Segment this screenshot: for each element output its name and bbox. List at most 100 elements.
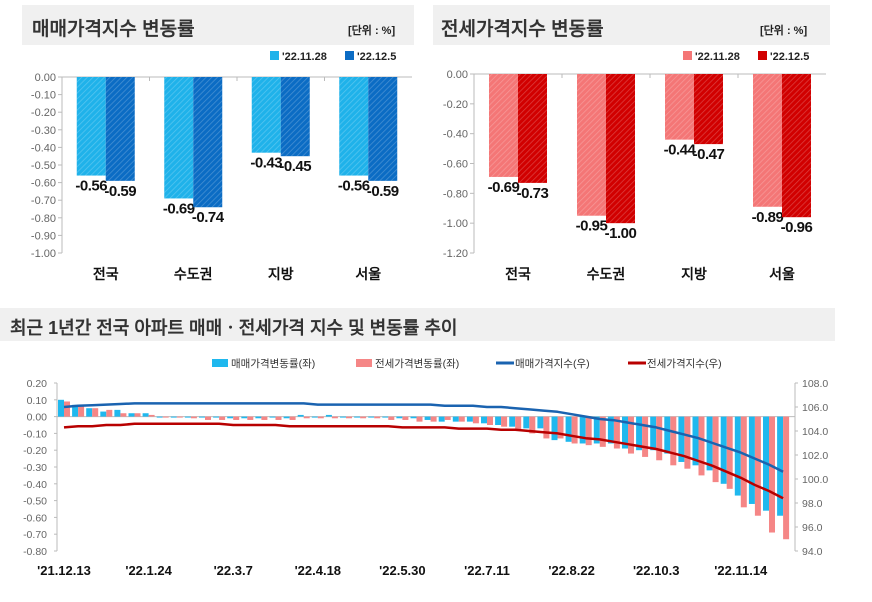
rate-bar	[706, 416, 713, 471]
y-tick-label: -0.20	[443, 99, 468, 111]
legend-swatch	[345, 51, 354, 60]
rate-bar	[142, 413, 149, 417]
bar-hatch	[665, 74, 694, 140]
rate-bar	[430, 416, 437, 422]
y-tick-label: -0.70	[31, 195, 56, 207]
data-label: -0.59	[367, 183, 399, 200]
data-label: -0.56	[75, 178, 107, 195]
y-tick-label: -1.00	[443, 218, 468, 230]
index-line	[63, 422, 784, 500]
rate-bar	[261, 416, 268, 420]
legend-label: 매매가격지수(우)	[515, 357, 590, 370]
rate-bar	[515, 416, 522, 431]
rate-bar	[176, 416, 183, 418]
y-tick-label: -0.40	[443, 129, 468, 141]
x-tick-label: '22.11.14	[714, 563, 768, 578]
rate-bar	[579, 416, 586, 444]
rate-bar	[190, 416, 197, 419]
rate-bar	[571, 416, 578, 444]
rate-bar	[487, 416, 493, 425]
data-label: -0.95	[576, 218, 608, 235]
rate-bar	[656, 416, 663, 461]
data-label: -0.59	[104, 183, 136, 200]
data-label: -0.47	[693, 146, 725, 163]
rate-bar	[670, 416, 677, 466]
legend-swatch	[758, 51, 767, 60]
y-tick-label: -0.40	[31, 142, 56, 154]
data-label: -0.56	[338, 178, 370, 195]
rate-bar	[636, 416, 643, 451]
rate-bar	[120, 413, 127, 417]
bar-hatch	[280, 77, 310, 157]
x-tick-label: '22.10.3	[633, 563, 679, 578]
rate-bar	[642, 416, 649, 457]
left-tick-label: -0.20	[23, 445, 47, 457]
legend-label: '22.11.28	[695, 51, 740, 63]
rate-bar	[458, 416, 465, 422]
bar-hatch	[105, 77, 135, 181]
rate-bar	[86, 408, 93, 417]
rate-bar	[346, 416, 352, 419]
rate-bar	[325, 414, 332, 417]
y-tick-label: -1.00	[31, 248, 56, 260]
left-tick-label: -0.40	[23, 479, 47, 491]
right-tick-label: 98.0	[802, 498, 823, 510]
rate-bar	[92, 408, 99, 417]
bar-hatch	[694, 74, 723, 145]
left-tick-label: 0.10	[27, 395, 48, 407]
bar-hatch	[339, 77, 369, 176]
rate-bar	[650, 416, 657, 451]
rate-bar	[134, 413, 141, 417]
jeonse-chart-unit: [단위 : %]	[760, 25, 808, 37]
right-tick-label: 102.0	[802, 450, 828, 462]
rate-bar	[613, 416, 620, 449]
rate-bar	[72, 404, 79, 417]
rate-bar	[678, 416, 685, 462]
rate-bar	[712, 416, 719, 483]
legend-swatch	[356, 359, 372, 367]
rate-bar	[622, 416, 628, 449]
bar-hatch	[489, 74, 518, 177]
rate-bar	[495, 416, 502, 425]
legend-label: '22.12.5	[357, 51, 396, 63]
rate-bar	[64, 401, 70, 417]
bar-hatch	[368, 77, 398, 181]
bar-hatch	[251, 77, 281, 153]
left-tick-label: -0.10	[23, 428, 47, 440]
rate-bar	[233, 416, 240, 420]
rate-bar	[740, 416, 747, 508]
rate-bar	[241, 416, 248, 419]
rate-bar	[444, 416, 451, 420]
rate-bar	[162, 416, 169, 418]
rate-bar	[219, 416, 226, 420]
rate-bar	[275, 416, 282, 420]
rate-bar	[255, 416, 262, 419]
rate-bar	[523, 416, 530, 429]
legend-label: 매매가격변동률(좌)	[231, 357, 315, 370]
rate-bar	[213, 416, 220, 418]
rate-bar	[628, 416, 634, 454]
rate-bar	[297, 414, 304, 417]
rate-bar	[726, 416, 733, 489]
legend-label: 전세가격변동률(좌)	[375, 357, 459, 370]
rate-bar	[368, 416, 375, 418]
legend-label: '22.11.28	[282, 51, 327, 63]
index-line	[63, 402, 784, 473]
rate-bar	[170, 416, 177, 418]
right-tick-label: 108.0	[802, 378, 828, 390]
rate-bar	[100, 411, 107, 417]
rate-bar	[354, 416, 361, 418]
category-label: 전국	[93, 266, 119, 282]
rate-bar	[128, 413, 135, 417]
rate-bar	[557, 416, 564, 439]
rate-bar	[199, 416, 205, 418]
jeonse-chart-title: 전세가격지수 변동률	[441, 19, 604, 40]
rate-bar	[472, 416, 479, 424]
left-tick-label: -0.70	[23, 529, 47, 541]
rate-bar	[438, 416, 445, 422]
y-tick-label: -0.60	[31, 178, 56, 190]
left-tick-label: 0.20	[27, 378, 48, 390]
trend-chart-title-box	[0, 308, 835, 341]
rate-bar	[599, 416, 606, 447]
left-tick-label: -0.50	[23, 496, 47, 508]
